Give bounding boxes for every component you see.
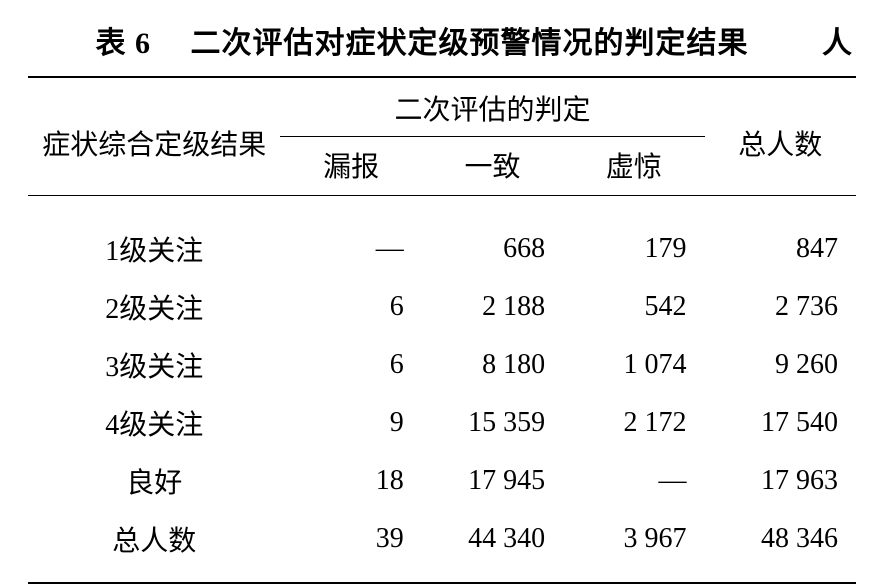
caption-unit: 人 [812,18,852,62]
row-label: 4级关注 [28,394,280,452]
results-table: 症状综合定级结果 二次评估的判定 总人数 漏报 一致 虚惊 1级关注 — 668… [28,76,856,584]
table-row: 4级关注 9 15 359 2 172 17 540 [28,394,856,452]
cell: 2 172 [563,394,704,452]
cell: 668 [422,196,563,279]
caption-label: 表 6 [96,27,152,60]
cell: 2 188 [422,278,563,336]
page: 表 6 二次评估对症状定级预警情况的判定结果 人 症状综合定级结果 二次评估的判… [0,0,884,584]
cell: 542 [563,278,704,336]
cell: 17 963 [705,452,856,510]
row-header: 症状综合定级结果 [28,77,280,196]
group-header: 二次评估的判定 [280,77,704,137]
cell: 847 [705,196,856,279]
table-caption: 表 6 二次评估对症状定级预警情况的判定结果 人 [28,18,856,76]
cell: — [563,452,704,510]
cell: 17 540 [705,394,856,452]
sub-header: 虚惊 [563,137,704,196]
cell: 6 [280,336,421,394]
total-header: 总人数 [705,77,856,196]
sub-header: 一致 [422,137,563,196]
cell: 18 [280,452,421,510]
row-label: 3级关注 [28,336,280,394]
cell: 8 180 [422,336,563,394]
cell: 2 736 [705,278,856,336]
table-row: 总人数 39 44 340 3 967 48 346 [28,510,856,583]
cell: 39 [280,510,421,583]
cell: 3 967 [563,510,704,583]
cell: — [280,196,421,279]
row-label: 1级关注 [28,196,280,279]
row-label: 2级关注 [28,278,280,336]
cell: 9 [280,394,421,452]
table-body: 1级关注 — 668 179 847 2级关注 6 2 188 542 2 73… [28,196,856,584]
cell: 6 [280,278,421,336]
row-label: 良好 [28,452,280,510]
caption-text: 表 6 二次评估对症状定级预警情况的判定结果 [32,18,812,62]
row-label: 总人数 [28,510,280,583]
cell: 17 945 [422,452,563,510]
table-row: 3级关注 6 8 180 1 074 9 260 [28,336,856,394]
cell: 44 340 [422,510,563,583]
cell: 1 074 [563,336,704,394]
cell: 15 359 [422,394,563,452]
caption-body: 二次评估对症状定级预警情况的判定结果 [191,27,749,60]
table-row: 2级关注 6 2 188 542 2 736 [28,278,856,336]
sub-header: 漏报 [280,137,421,196]
cell: 9 260 [705,336,856,394]
table-head: 症状综合定级结果 二次评估的判定 总人数 漏报 一致 虚惊 [28,77,856,196]
cell: 179 [563,196,704,279]
table-row: 1级关注 — 668 179 847 [28,196,856,279]
cell: 48 346 [705,510,856,583]
table-row: 良好 18 17 945 — 17 963 [28,452,856,510]
